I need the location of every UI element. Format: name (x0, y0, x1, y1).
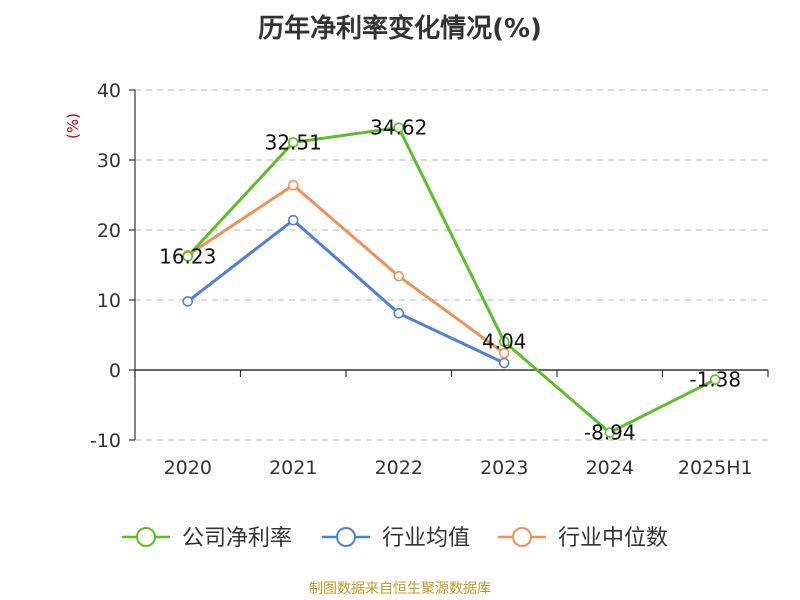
series-point-0 (604, 427, 616, 438)
legend-label: 行业均值 (382, 526, 470, 551)
series-point-0 (287, 137, 299, 148)
series-line-1 (186, 218, 505, 365)
series-line-0 (186, 126, 716, 435)
legend-label: 行业中位数 (558, 526, 668, 551)
series-point-1 (182, 296, 194, 307)
legend-item-0: 公司净利率 (122, 526, 292, 551)
series-point-0 (393, 122, 405, 133)
legend-marker (136, 527, 156, 547)
axes: -10 0 10 20 30 40 2020 2021 2022 2023 2024 2025H1 (90, 80, 769, 479)
data-label: 4.04 (482, 330, 527, 354)
x-tick-label: 2023 (480, 457, 528, 479)
legend-item-2: 行业中位数 (498, 526, 668, 551)
y-tick-label: 40 (97, 80, 121, 102)
series-point-1 (287, 214, 299, 226)
data-label: 16.23 (159, 244, 216, 268)
series-point-2 (498, 347, 510, 359)
x-tick-label: 2021 (269, 457, 317, 479)
series-point-0 (182, 251, 194, 262)
data-label: 34.62 (370, 116, 427, 140)
series-point-1 (498, 357, 510, 369)
series-layer (182, 122, 721, 438)
series-point-0 (709, 374, 721, 385)
grid-lines (135, 89, 768, 441)
legend-label: 公司净利率 (182, 526, 292, 551)
data-label: -8.94 (584, 421, 636, 445)
y-tick-label: 0 (109, 360, 121, 382)
series-line-2 (186, 183, 506, 355)
y-tick-label: 10 (97, 290, 121, 312)
source-note: 制图数据来自恒生聚源数据库 (309, 581, 491, 597)
data-labels: 16.23 32.51 34.62 4.04 -8.94 -1.38 (159, 116, 741, 445)
series-point-1 (393, 307, 405, 319)
data-label: -1.38 (689, 368, 741, 392)
y-tick-label: -10 (90, 430, 121, 452)
series-point-2 (287, 179, 299, 191)
x-tick-label: 2025H1 (678, 457, 753, 479)
y-tick-label: 30 (97, 150, 121, 172)
y-tick-label: 20 (97, 220, 121, 242)
legend-marker (336, 527, 356, 547)
series-point-2 (393, 270, 405, 282)
x-tick-label: 2020 (164, 457, 212, 479)
legend-item-1: 行业均值 (322, 526, 470, 551)
chart-title: 历年净利率变化情况(%) (258, 14, 542, 44)
x-tick-label: 2022 (375, 457, 423, 479)
legend: 公司净利率 行业均值 行业中位数 (122, 526, 668, 551)
x-tick-label: 2024 (586, 457, 634, 479)
y-unit-label: (%) (64, 113, 82, 139)
data-label: 32.51 (265, 130, 322, 154)
legend-marker (512, 527, 532, 547)
series-point-0 (498, 336, 510, 348)
